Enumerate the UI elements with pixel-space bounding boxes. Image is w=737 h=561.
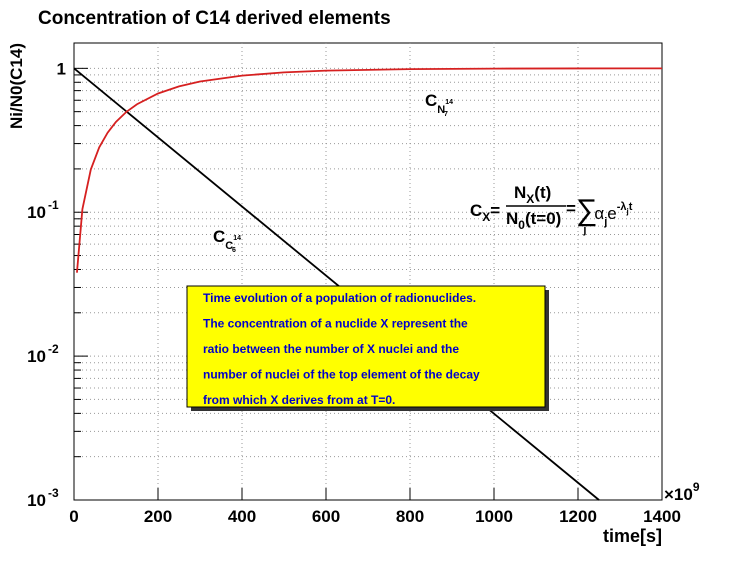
x-tick-label: 800 [396, 507, 424, 526]
x-tick-label: 400 [228, 507, 256, 526]
x-tick-label: 1000 [475, 507, 513, 526]
y-tick-label: 10 [27, 347, 46, 366]
y-tick-label: 10 [27, 203, 46, 222]
x-tick-label: 1200 [559, 507, 597, 526]
textbox-line: from which X derives from at T=0. [203, 393, 395, 407]
x-axis-label: time[s] [603, 526, 662, 546]
textbox-line: ratio between the number of X nuclei and… [203, 342, 459, 356]
curve-label: CN14 7 [425, 91, 453, 118]
textbox: Time evolution of a population of radion… [186, 285, 549, 411]
formula-rhs: =∑ jαje-λjt [566, 194, 633, 236]
series-line [76, 67, 663, 273]
chart-title: Concentration of C14 derived elements [38, 8, 391, 29]
formula-lhs: CX= [470, 201, 500, 224]
textbox-panel [186, 285, 546, 408]
formula-denominator: N0(t=0) [506, 209, 561, 232]
textbox-line: Time evolution of a population of radion… [203, 291, 476, 305]
formula: CX= NX(t) N0(t=0) =∑ jαje-λjt [470, 183, 633, 236]
curve-label: CC14 6 [213, 227, 241, 254]
x-tick-label: 600 [312, 507, 340, 526]
textbox-line: number of nuclei of the top element of t… [203, 368, 480, 382]
x-tick-label: 200 [144, 507, 172, 526]
y-tick-exponent: -2 [48, 342, 59, 356]
y-tick-exponent: -1 [48, 198, 59, 212]
x-tick-label: 1400 [643, 507, 681, 526]
plot-frame [73, 42, 663, 501]
y-tick-label: 1 [57, 59, 66, 78]
formula-numerator: NX(t) [514, 183, 551, 206]
textbox-line: The concentration of a nuclide X represe… [203, 317, 468, 331]
y-tick-label: 10 [27, 491, 46, 510]
y-tick-exponent: -3 [48, 486, 59, 500]
series-line [73, 67, 600, 501]
x-tick-label: 0 [69, 507, 78, 526]
y-axis-label: Ni/N0(C14) [7, 43, 26, 129]
x-multiplier: ×109 [664, 480, 700, 504]
